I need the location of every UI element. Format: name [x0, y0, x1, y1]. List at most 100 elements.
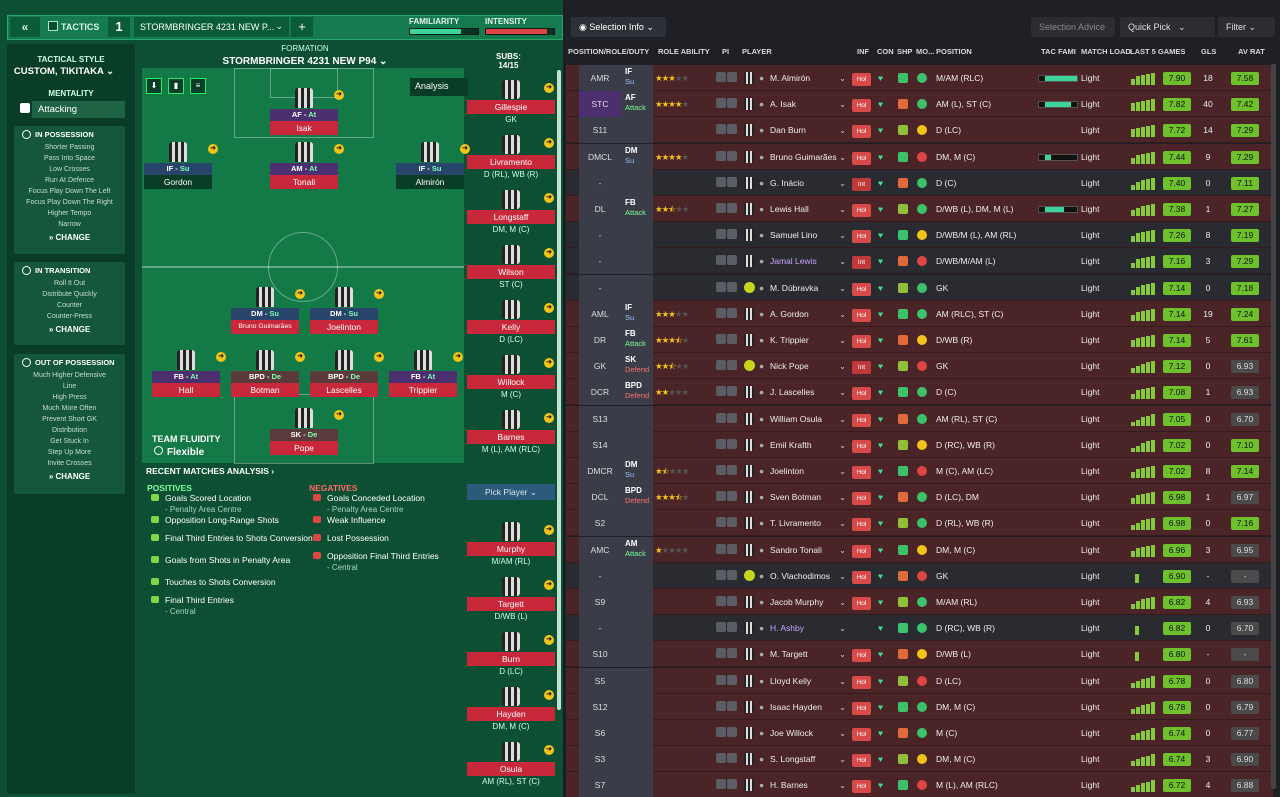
chevron-down-icon[interactable]: ⌄ [839, 780, 847, 791]
player-name[interactable]: H. Ashby [770, 623, 805, 634]
chevron-down-icon[interactable]: ⌄ [839, 361, 847, 372]
player-name[interactable]: Samuel Lino [770, 230, 818, 241]
pitch-player[interactable]: BPD - De Lascelles [310, 350, 378, 397]
player-name[interactable]: T. Livramento [770, 518, 822, 529]
position-slot[interactable]: S3 [579, 746, 621, 773]
pitch-player[interactable]: DM - Su Bruno Guimarães [231, 287, 299, 334]
player-instructions-icon[interactable] [716, 563, 740, 589]
position-slot[interactable]: S11 [579, 117, 621, 144]
player-instructions-icon[interactable] [716, 484, 740, 510]
player-instructions-icon[interactable] [716, 196, 740, 222]
position-slot[interactable]: DCR [579, 379, 621, 406]
position-slot[interactable]: AML [579, 300, 621, 327]
player-name[interactable]: O. Vlachodimos [770, 570, 830, 581]
column-header-shp[interactable]: SHP [897, 47, 913, 56]
position-slot[interactable]: S13 [579, 405, 621, 432]
chevron-down-icon[interactable]: ⌄ [839, 675, 847, 686]
position-slot[interactable]: STC [579, 91, 621, 118]
change-out-of-possession-button[interactable]: » CHANGE [48, 472, 91, 481]
tactic-slot-number[interactable]: 1 [108, 17, 130, 37]
filter-button[interactable]: Filter ⌄ [1218, 17, 1275, 37]
analysis-button[interactable]: Analysis [410, 78, 468, 96]
tactical-style-dropdown[interactable]: CUSTOM, TIKITAKA ⌄ [13, 66, 115, 77]
chevron-down-icon[interactable]: ⌄ [839, 99, 847, 110]
position-slot[interactable]: S14 [579, 431, 621, 458]
chevron-down-icon[interactable]: ⌄ [839, 230, 847, 241]
position-slot[interactable]: DL [579, 196, 621, 222]
player-instructions-icon[interactable] [716, 248, 740, 274]
sub-player[interactable]: Gillespie GK [467, 80, 555, 125]
pitch-player[interactable]: AM - At Tonali [270, 142, 338, 189]
chevron-down-icon[interactable]: ⌄ [839, 256, 847, 267]
player-name[interactable]: J. Lascelles [770, 387, 815, 398]
position-slot[interactable]: DMCL [579, 143, 621, 170]
player-instructions-icon[interactable] [716, 537, 740, 563]
player-instructions-icon[interactable] [716, 353, 740, 379]
player-instructions-icon[interactable] [716, 432, 740, 458]
chevron-down-icon[interactable]: ⌄ [839, 204, 847, 214]
add-tactic-button[interactable]: + [291, 17, 313, 37]
chevron-down-icon[interactable]: ⌄ [839, 125, 847, 136]
player-name[interactable]: Lloyd Kelly [770, 675, 812, 686]
player-row[interactable]: DMCL DM Su ★★★★★ ● Bruno Guimarães ⌄ Hol ♥ DM, M … [566, 143, 1273, 170]
player-row[interactable]: S11 ● Dan Burn ⌄ Hol ♥ D (LC) Light 7.72 14 7.29 [566, 117, 1273, 144]
download-icon[interactable]: ⬇ [146, 78, 162, 94]
player-name[interactable]: Joe Willock [770, 728, 813, 738]
player-row[interactable]: S12 ● Isaac Hayden ⌄ Hol ♥ DM, M (C) Light 6.78 0… [566, 693, 1273, 720]
player-row[interactable]: S14 ● Emil Krafth ⌄ Hol ♥ D (RC), WB (R) Light 7… [566, 431, 1273, 458]
player-name[interactable]: Sven Botman [770, 492, 822, 503]
column-header-player[interactable]: PLAYER [742, 47, 772, 56]
player-name[interactable]: Dan Burn [770, 125, 806, 136]
sub-player[interactable]: Barnes M (L), AM (RLC) [467, 410, 555, 455]
position-slot[interactable]: - [579, 274, 621, 301]
player-instructions-icon[interactable] [716, 170, 740, 196]
pick-player-dropdown[interactable]: Pick Player ⌄ [467, 484, 555, 500]
player-name[interactable]: K. Trippier [770, 335, 809, 345]
player-row[interactable]: - ● Jamal Lewis ⌄ Int ♥ D/WB/M/AM (L) Light 7.16… [566, 248, 1273, 275]
chevron-down-icon[interactable]: ⌄ [839, 754, 847, 765]
player-name[interactable]: A. Gordon [770, 308, 809, 319]
sub-player[interactable]: Burn D (LC) [467, 632, 555, 677]
chevron-down-icon[interactable]: ⌄ [839, 413, 847, 424]
change-in-transition-button[interactable]: » CHANGE [48, 325, 91, 334]
chevron-down-icon[interactable]: ⌄ [839, 623, 847, 634]
chevron-down-icon[interactable]: ⌄ [839, 544, 847, 555]
position-slot[interactable]: - [579, 615, 621, 642]
player-name[interactable]: Lewis Hall [770, 204, 809, 214]
tactics-tab[interactable]: TACTICS [48, 21, 99, 32]
player-row[interactable]: AMR IF Su ★★★★★ ● M. Almirón ⌄ Hol ♥ M/AM (RLC) Li… [566, 65, 1273, 91]
player-name[interactable]: Bruno Guimarães [770, 151, 837, 162]
chevron-down-icon[interactable]: ⌄ [839, 728, 847, 738]
column-header-pi[interactable]: PI [722, 47, 730, 56]
sub-player[interactable]: Willock M (C) [467, 355, 555, 400]
chevron-down-icon[interactable]: ⌄ [839, 308, 847, 319]
chevron-down-icon[interactable]: ⌄ [839, 492, 847, 503]
column-header-load[interactable]: MATCH LOAD [1081, 47, 1131, 56]
player-name[interactable]: G. Inácio [770, 177, 805, 188]
position-slot[interactable]: DR [579, 327, 621, 353]
player-instructions-icon[interactable] [716, 91, 740, 117]
position-slot[interactable]: GK [579, 353, 621, 380]
column-header-tacf[interactable]: TAC FAMI [1041, 47, 1076, 56]
player-instructions-icon[interactable] [716, 222, 740, 248]
list-view-icon[interactable]: ≡ [190, 78, 206, 94]
player-row[interactable]: S10 ● M. Targett ⌄ Hol ♥ D/WB (L) Light 6.80 - - [566, 641, 1273, 668]
player-name[interactable]: Sandro Tonali [770, 544, 822, 555]
back-button[interactable]: « [10, 17, 40, 37]
position-slot[interactable]: - [579, 222, 621, 249]
position-slot[interactable]: AMC [579, 536, 621, 563]
sub-player[interactable]: Osula AM (RL), ST (C) [467, 742, 555, 787]
player-name[interactable]: A. Isak [770, 99, 796, 110]
player-row[interactable]: - ● G. Inácio ⌄ Int ♥ D (C) Light 7.40 0 7.11 [566, 169, 1273, 196]
player-row[interactable]: STC AF Attack ★★★★★ ● A. Isak ⌄ Hol ♥ AM (L), ST … [566, 91, 1273, 118]
player-name[interactable]: Isaac Hayden [770, 701, 822, 712]
player-instructions-icon[interactable] [716, 458, 740, 484]
player-instructions-icon[interactable] [716, 589, 740, 615]
sub-player[interactable]: Murphy M/AM (RL) [467, 522, 555, 567]
player-row[interactable]: - ● Samuel Lino ⌄ Hol ♥ D/WB/M (L), AM (RL) Lig… [566, 222, 1273, 249]
player-instructions-icon[interactable] [716, 379, 740, 405]
player-instructions-icon[interactable] [716, 117, 740, 143]
recent-matches-link[interactable]: RECENT MATCHES ANALYSIS › [146, 466, 275, 476]
player-row[interactable]: DCL BPD Defend ★★★⯪★ ● Sven Botman ⌄ Hol ♥ D (LC)… [566, 484, 1273, 511]
player-name[interactable]: Jamal Lewis [770, 256, 817, 267]
